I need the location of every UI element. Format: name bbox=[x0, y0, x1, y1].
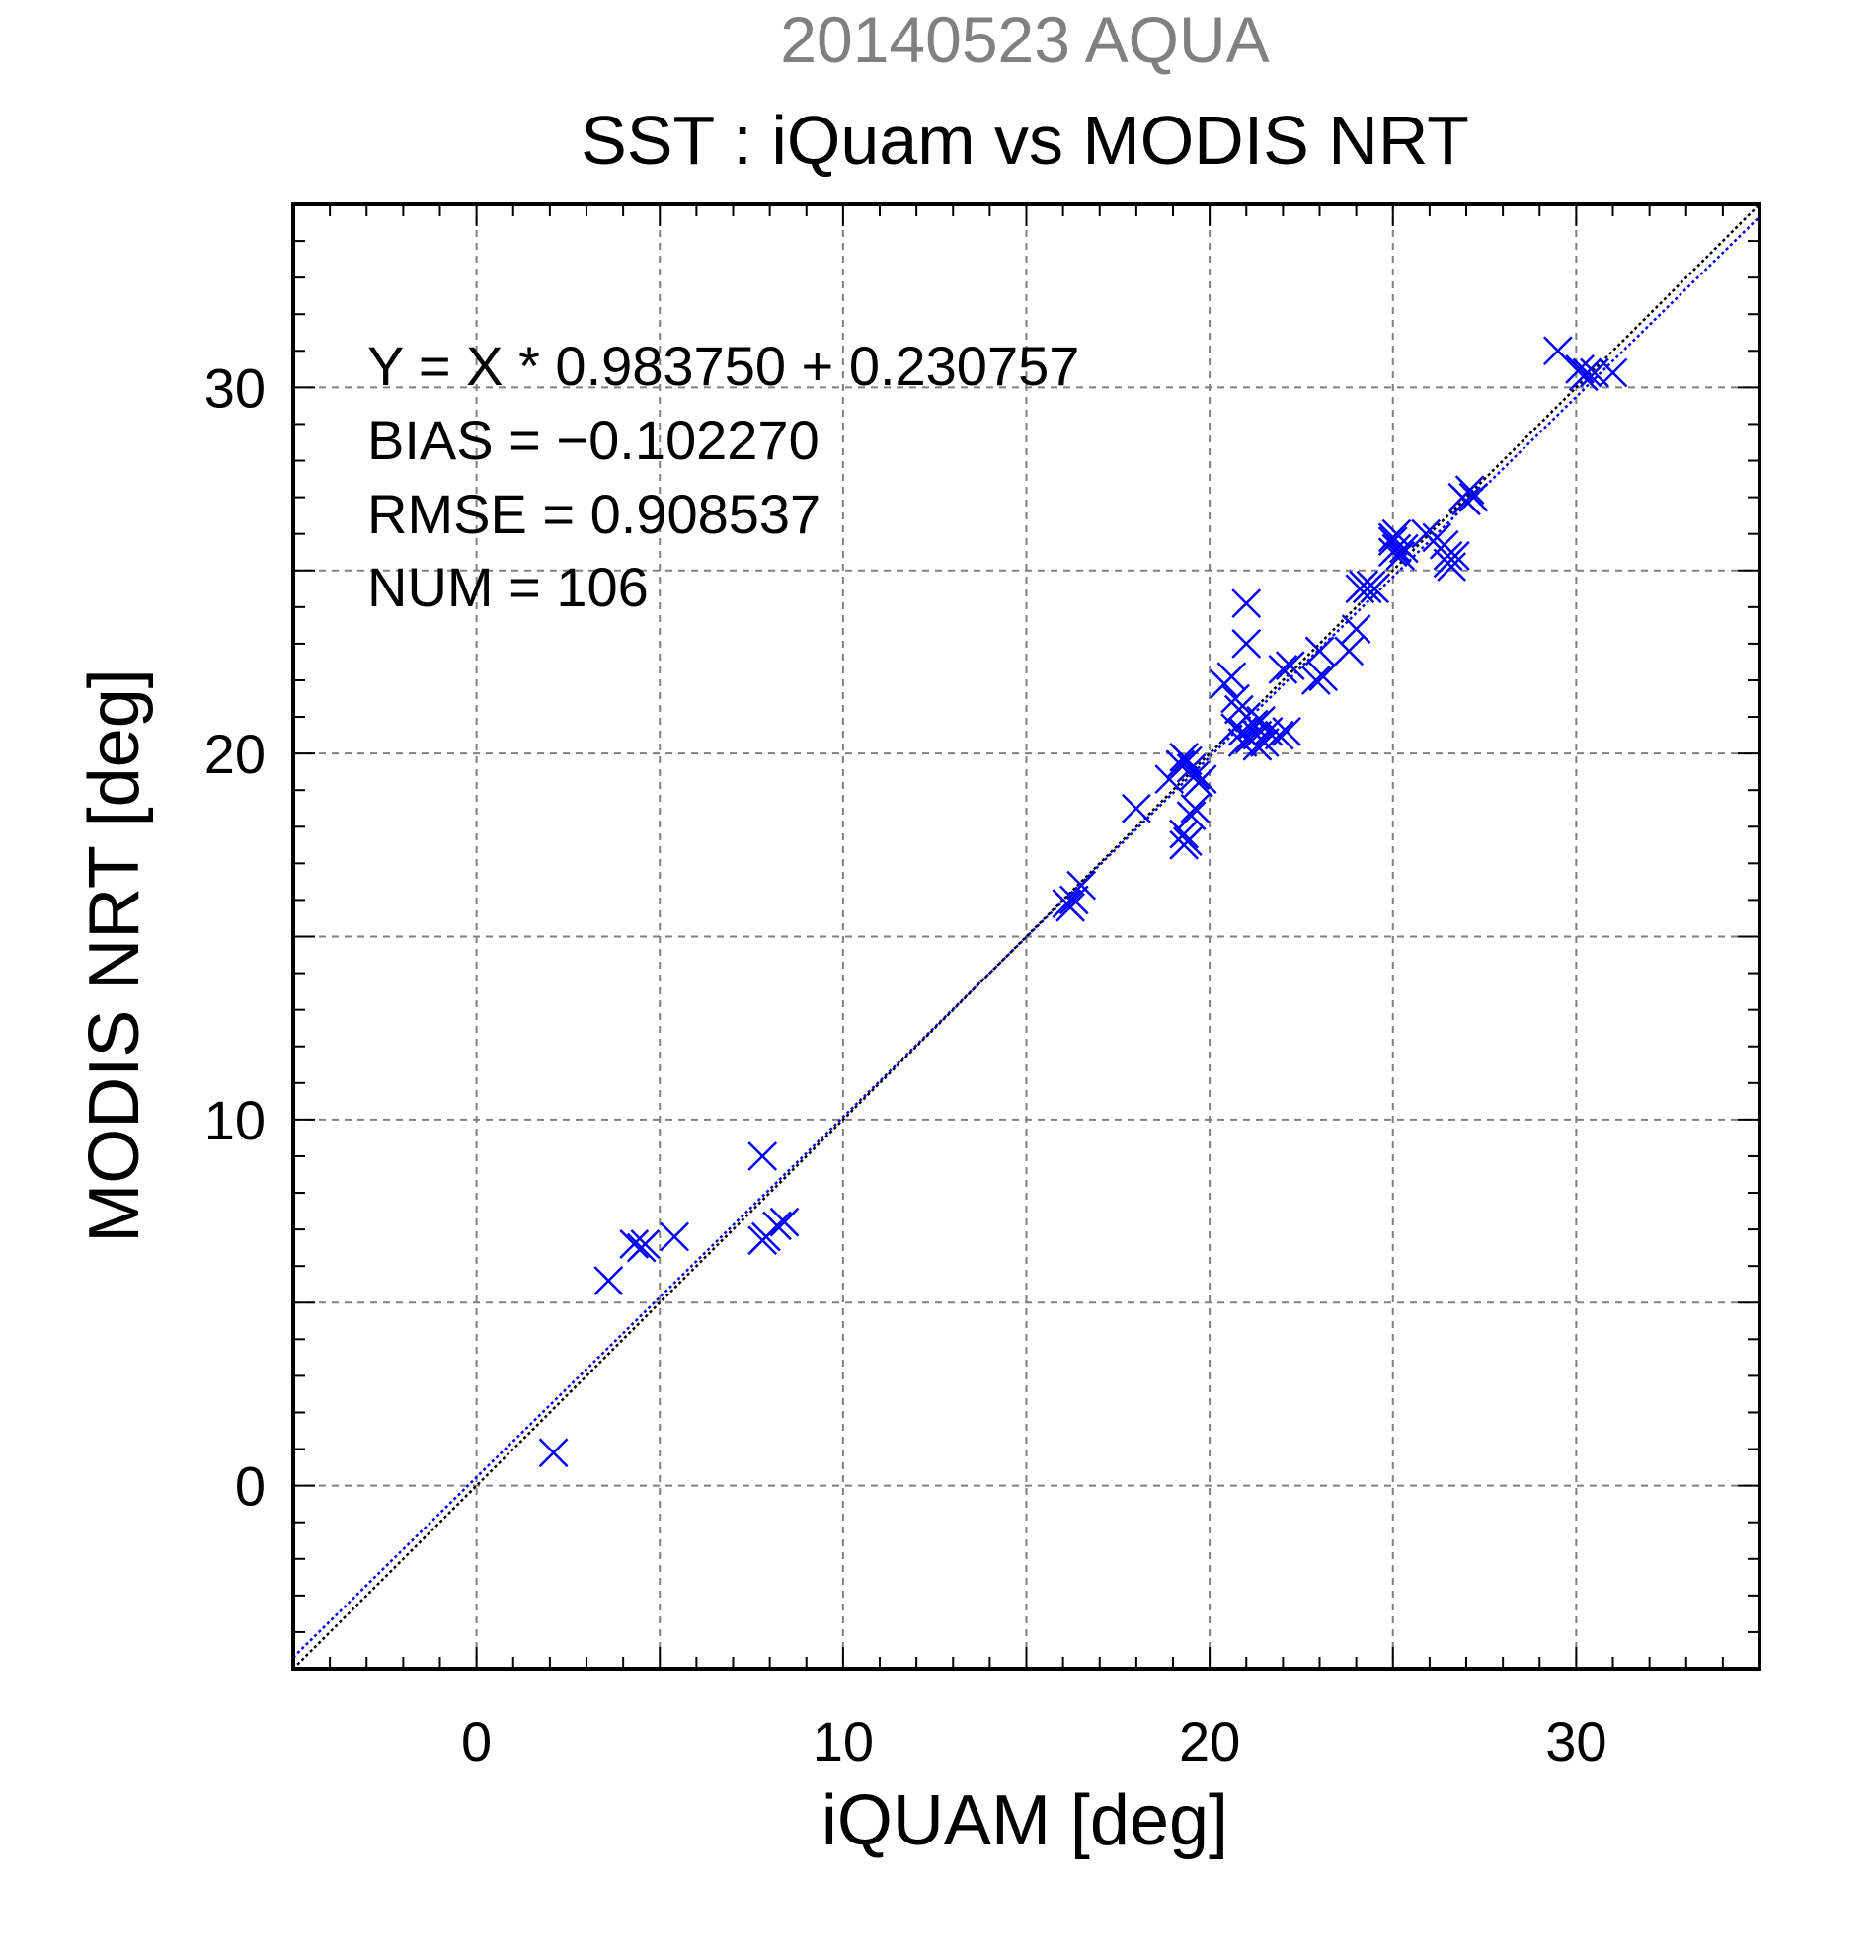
scatter-point bbox=[593, 1266, 624, 1295]
scatter-point bbox=[1275, 651, 1305, 681]
stats-bias: BIAS = −0.102270 bbox=[367, 409, 820, 471]
scatter-point bbox=[1542, 336, 1573, 366]
scatter-point bbox=[762, 1211, 792, 1241]
scatter-point bbox=[1341, 614, 1371, 644]
plot-area-border bbox=[291, 202, 1761, 1671]
scatter-point bbox=[747, 1141, 778, 1171]
data-points bbox=[538, 336, 1628, 1468]
tick-labels: 0 10 20 30 0 10 20 30 bbox=[204, 356, 1607, 1772]
scatter-point bbox=[1433, 541, 1463, 571]
scatter-point bbox=[1334, 636, 1365, 666]
scatter-point bbox=[1172, 826, 1203, 856]
stats-fit-line: Y = X * 0.983750 + 0.230757 bbox=[367, 335, 1079, 397]
y-tick-label: 30 bbox=[204, 356, 266, 419]
scatter-point bbox=[1440, 541, 1470, 571]
fit-line bbox=[292, 215, 1760, 1659]
scatter-point bbox=[1437, 552, 1467, 582]
scatter-point bbox=[1264, 720, 1294, 750]
plot-frame bbox=[291, 202, 1761, 1671]
scatter-point bbox=[1187, 764, 1217, 794]
scatter-point bbox=[1231, 588, 1262, 619]
scatter-point bbox=[1268, 654, 1298, 684]
scatter-point bbox=[1176, 801, 1207, 831]
scatter-point bbox=[1180, 760, 1211, 791]
scatter-point bbox=[1121, 793, 1151, 823]
scatter-point bbox=[1055, 892, 1085, 922]
scatter-point bbox=[1389, 533, 1419, 564]
scatter-point bbox=[630, 1229, 661, 1259]
x-tick-label: 30 bbox=[1545, 1710, 1606, 1772]
scatter-point bbox=[1385, 541, 1416, 571]
reference-lines bbox=[292, 203, 1760, 1670]
stats-num: NUM = 106 bbox=[367, 556, 649, 618]
scatter-point bbox=[1451, 486, 1481, 516]
scatter-point bbox=[1304, 636, 1335, 666]
scatter-point bbox=[1066, 870, 1097, 901]
scatter-point bbox=[1598, 357, 1628, 388]
scatter-point bbox=[1231, 629, 1262, 659]
scatter-point bbox=[1058, 885, 1089, 915]
scatter-point bbox=[1272, 716, 1301, 746]
scatter-point bbox=[1572, 357, 1602, 388]
identity-line bbox=[292, 203, 1760, 1670]
scatter-point bbox=[1172, 745, 1203, 776]
y-axis-label: MODIS NRT [deg] bbox=[75, 668, 154, 1243]
scatter-point bbox=[1300, 666, 1331, 695]
scatter-point bbox=[538, 1438, 569, 1468]
chart-title: SST : iQuam vs MODIS NRT bbox=[581, 102, 1469, 179]
scatter-point bbox=[1458, 482, 1489, 512]
y-tick-label: 10 bbox=[204, 1089, 266, 1151]
x-axis-label: iQUAM [deg] bbox=[821, 1781, 1228, 1860]
scatter-point bbox=[769, 1207, 800, 1237]
scatter-point bbox=[1249, 728, 1280, 757]
scatter-point bbox=[1169, 819, 1200, 849]
grid-lines bbox=[293, 204, 1759, 1669]
stats-annotation: Y = X * 0.983750 + 0.230757 BIAS = −0.10… bbox=[367, 335, 1079, 618]
scatter-point bbox=[1454, 475, 1485, 506]
scatter-point bbox=[1180, 793, 1211, 823]
y-tick-label: 0 bbox=[235, 1455, 266, 1518]
scatter-point bbox=[619, 1229, 650, 1259]
scatter-point bbox=[1220, 683, 1250, 714]
x-tick-label: 20 bbox=[1179, 1710, 1240, 1772]
scatter-point bbox=[1242, 731, 1273, 761]
scatter-point bbox=[1360, 574, 1390, 604]
stats-rmse: RMSE = 0.908537 bbox=[367, 483, 821, 545]
chart-supertitle: 20140523 AQUA bbox=[780, 3, 1269, 76]
x-tick-label: 0 bbox=[461, 1710, 492, 1772]
scatter-point bbox=[1381, 533, 1412, 564]
scatter-point bbox=[1308, 662, 1339, 692]
y-tick-label: 20 bbox=[204, 723, 266, 785]
scatter-point bbox=[660, 1221, 689, 1252]
x-tick-label: 10 bbox=[813, 1710, 874, 1772]
